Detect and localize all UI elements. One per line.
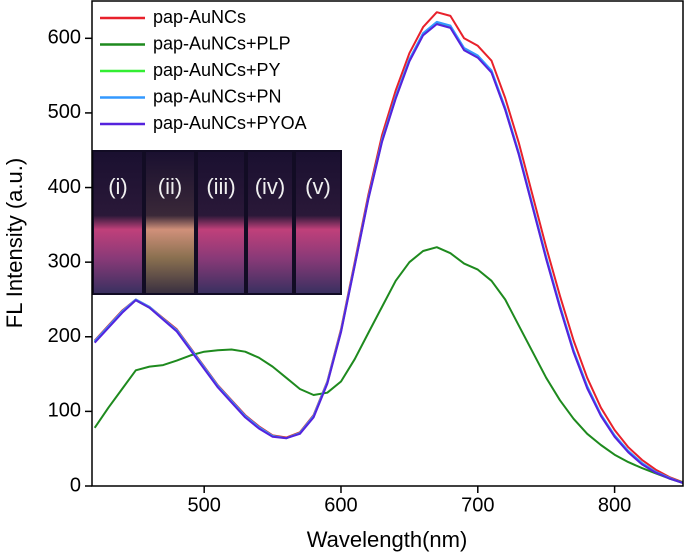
inset-label: (i) [108, 174, 128, 199]
x-tick-label: 700 [461, 494, 494, 516]
inset-label: (ii) [158, 174, 182, 199]
x-tick-label: 500 [187, 494, 220, 516]
y-axis-title: FL Intensity (a.u.) [2, 158, 27, 328]
legend-label: pap-AuNCs+PN [153, 86, 282, 106]
inset-photo [92, 150, 342, 295]
y-tick-label: 600 [48, 27, 81, 49]
y-tick-label: 0 [70, 474, 81, 496]
legend-label: pap-AuNCs+PY [153, 60, 281, 80]
x-tick-label: 600 [324, 494, 357, 516]
y-tick-label: 500 [48, 101, 81, 123]
series-line [93, 23, 684, 484]
inset-label: (v) [305, 174, 331, 199]
x-tick-label: 800 [598, 494, 631, 516]
legend-label: pap-AuNCs+PLP [153, 33, 291, 53]
legend-label: pap-AuNCs [153, 7, 246, 27]
legend-label: pap-AuNCs+PYOA [153, 113, 307, 133]
y-tick-label: 200 [48, 325, 81, 347]
y-tick-label: 100 [48, 400, 81, 422]
inset-label: (iii) [206, 174, 235, 199]
y-tick-label: 300 [48, 250, 81, 272]
inset-label: (iv) [255, 174, 286, 199]
y-tick-label: 400 [48, 176, 81, 198]
x-axis-title: Wavelength(nm) [307, 527, 468, 552]
plot-frame [91, 0, 684, 487]
